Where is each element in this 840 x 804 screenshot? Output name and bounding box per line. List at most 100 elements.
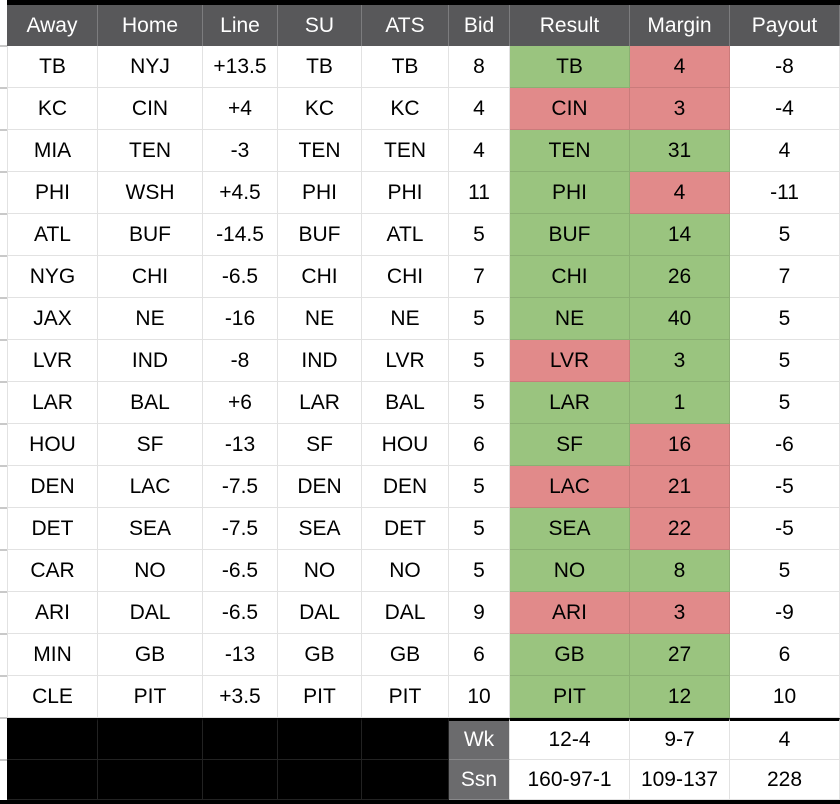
cell-ats[interactable]: LVR <box>362 340 449 382</box>
cell-margin[interactable]: 3 <box>630 340 730 382</box>
empty-black-cell[interactable] <box>7 718 98 760</box>
cell-margin[interactable]: 12 <box>630 676 730 718</box>
cell-payout[interactable]: -4 <box>730 88 840 130</box>
cell-bid[interactable]: 5 <box>449 382 510 424</box>
cell-bid[interactable]: 10 <box>449 676 510 718</box>
cell-margin[interactable]: 21 <box>630 466 730 508</box>
cell-line[interactable]: -7.5 <box>203 508 278 550</box>
cell-bid[interactable]: 5 <box>449 214 510 256</box>
cell-away[interactable]: DEN <box>7 466 98 508</box>
header-cell-line[interactable]: Line <box>203 5 278 46</box>
cell-away[interactable]: LVR <box>7 340 98 382</box>
cell-margin[interactable]: 31 <box>630 130 730 172</box>
cell-ats[interactable]: HOU <box>362 424 449 466</box>
cell-away[interactable]: PHI <box>7 172 98 214</box>
cell-ats[interactable]: TEN <box>362 130 449 172</box>
cell-ats[interactable]: BAL <box>362 382 449 424</box>
cell-bid[interactable]: 11 <box>449 172 510 214</box>
cell-ats[interactable]: KC <box>362 88 449 130</box>
cell-away[interactable]: CLE <box>7 676 98 718</box>
empty-black-cell[interactable] <box>98 760 203 800</box>
cell-result[interactable]: ARI <box>510 592 630 634</box>
cell-payout[interactable]: 5 <box>730 550 840 592</box>
cell-su[interactable]: SEA <box>278 508 362 550</box>
cell-su[interactable]: NO <box>278 550 362 592</box>
summary-payout-cell[interactable]: 228 <box>730 760 840 800</box>
cell-bid[interactable]: 8 <box>449 46 510 88</box>
cell-away[interactable]: NYG <box>7 256 98 298</box>
cell-line[interactable]: -7.5 <box>203 466 278 508</box>
cell-bid[interactable]: 4 <box>449 88 510 130</box>
cell-ats[interactable]: GB <box>362 634 449 676</box>
cell-result[interactable]: PHI <box>510 172 630 214</box>
cell-home[interactable]: WSH <box>98 172 203 214</box>
cell-home[interactable]: BAL <box>98 382 203 424</box>
cell-result[interactable]: NO <box>510 550 630 592</box>
cell-bid[interactable]: 6 <box>449 634 510 676</box>
cell-payout[interactable]: -5 <box>730 466 840 508</box>
cell-home[interactable]: SF <box>98 424 203 466</box>
cell-away[interactable]: MIN <box>7 634 98 676</box>
cell-bid[interactable]: 4 <box>449 130 510 172</box>
cell-result[interactable]: TEN <box>510 130 630 172</box>
empty-black-cell[interactable] <box>203 760 278 800</box>
cell-ats[interactable]: DET <box>362 508 449 550</box>
cell-line[interactable]: +4.5 <box>203 172 278 214</box>
cell-margin[interactable]: 26 <box>630 256 730 298</box>
cell-away[interactable]: TB <box>7 46 98 88</box>
cell-line[interactable]: -6.5 <box>203 550 278 592</box>
cell-home[interactable]: LAC <box>98 466 203 508</box>
cell-result[interactable]: LAC <box>510 466 630 508</box>
cell-payout[interactable]: 10 <box>730 676 840 718</box>
cell-home[interactable]: PIT <box>98 676 203 718</box>
cell-line[interactable]: -14.5 <box>203 214 278 256</box>
cell-line[interactable]: -8 <box>203 340 278 382</box>
cell-bid[interactable]: 5 <box>449 340 510 382</box>
header-cell-home[interactable]: Home <box>98 5 203 46</box>
summary-margin-cell[interactable]: 109-137 <box>630 760 730 800</box>
cell-margin[interactable]: 4 <box>630 46 730 88</box>
cell-away[interactable]: JAX <box>7 298 98 340</box>
cell-ats[interactable]: PHI <box>362 172 449 214</box>
cell-home[interactable]: SEA <box>98 508 203 550</box>
cell-bid[interactable]: 5 <box>449 550 510 592</box>
cell-home[interactable]: NO <box>98 550 203 592</box>
summary-margin-cell[interactable]: 9-7 <box>630 718 730 760</box>
cell-home[interactable]: CHI <box>98 256 203 298</box>
summary-label-cell[interactable]: Wk <box>449 718 510 760</box>
cell-away[interactable]: MIA <box>7 130 98 172</box>
cell-line[interactable]: +4 <box>203 88 278 130</box>
cell-line[interactable]: -13 <box>203 424 278 466</box>
cell-result[interactable]: LVR <box>510 340 630 382</box>
cell-line[interactable]: -6.5 <box>203 256 278 298</box>
cell-bid[interactable]: 5 <box>449 298 510 340</box>
cell-result[interactable]: BUF <box>510 214 630 256</box>
cell-su[interactable]: TEN <box>278 130 362 172</box>
header-cell-result[interactable]: Result <box>510 5 630 46</box>
header-cell-payout[interactable]: Payout <box>730 5 840 46</box>
cell-payout[interactable]: 5 <box>730 214 840 256</box>
header-cell-away[interactable]: Away <box>7 5 98 46</box>
cell-su[interactable]: TB <box>278 46 362 88</box>
header-cell-su[interactable]: SU <box>278 5 362 46</box>
cell-ats[interactable]: DEN <box>362 466 449 508</box>
cell-away[interactable]: ATL <box>7 214 98 256</box>
cell-margin[interactable]: 4 <box>630 172 730 214</box>
empty-black-cell[interactable] <box>278 760 362 800</box>
cell-result[interactable]: CHI <box>510 256 630 298</box>
cell-away[interactable]: DET <box>7 508 98 550</box>
cell-home[interactable]: DAL <box>98 592 203 634</box>
cell-ats[interactable]: PIT <box>362 676 449 718</box>
summary-result-cell[interactable]: 12-4 <box>510 718 630 760</box>
empty-black-cell[interactable] <box>278 718 362 760</box>
cell-home[interactable]: NYJ <box>98 46 203 88</box>
cell-ats[interactable]: CHI <box>362 256 449 298</box>
cell-away[interactable]: KC <box>7 88 98 130</box>
cell-margin[interactable]: 1 <box>630 382 730 424</box>
cell-line[interactable]: +3.5 <box>203 676 278 718</box>
summary-label-cell[interactable]: Ssn <box>449 760 510 800</box>
cell-payout[interactable]: 5 <box>730 340 840 382</box>
cell-result[interactable]: SF <box>510 424 630 466</box>
cell-away[interactable]: LAR <box>7 382 98 424</box>
cell-ats[interactable]: TB <box>362 46 449 88</box>
